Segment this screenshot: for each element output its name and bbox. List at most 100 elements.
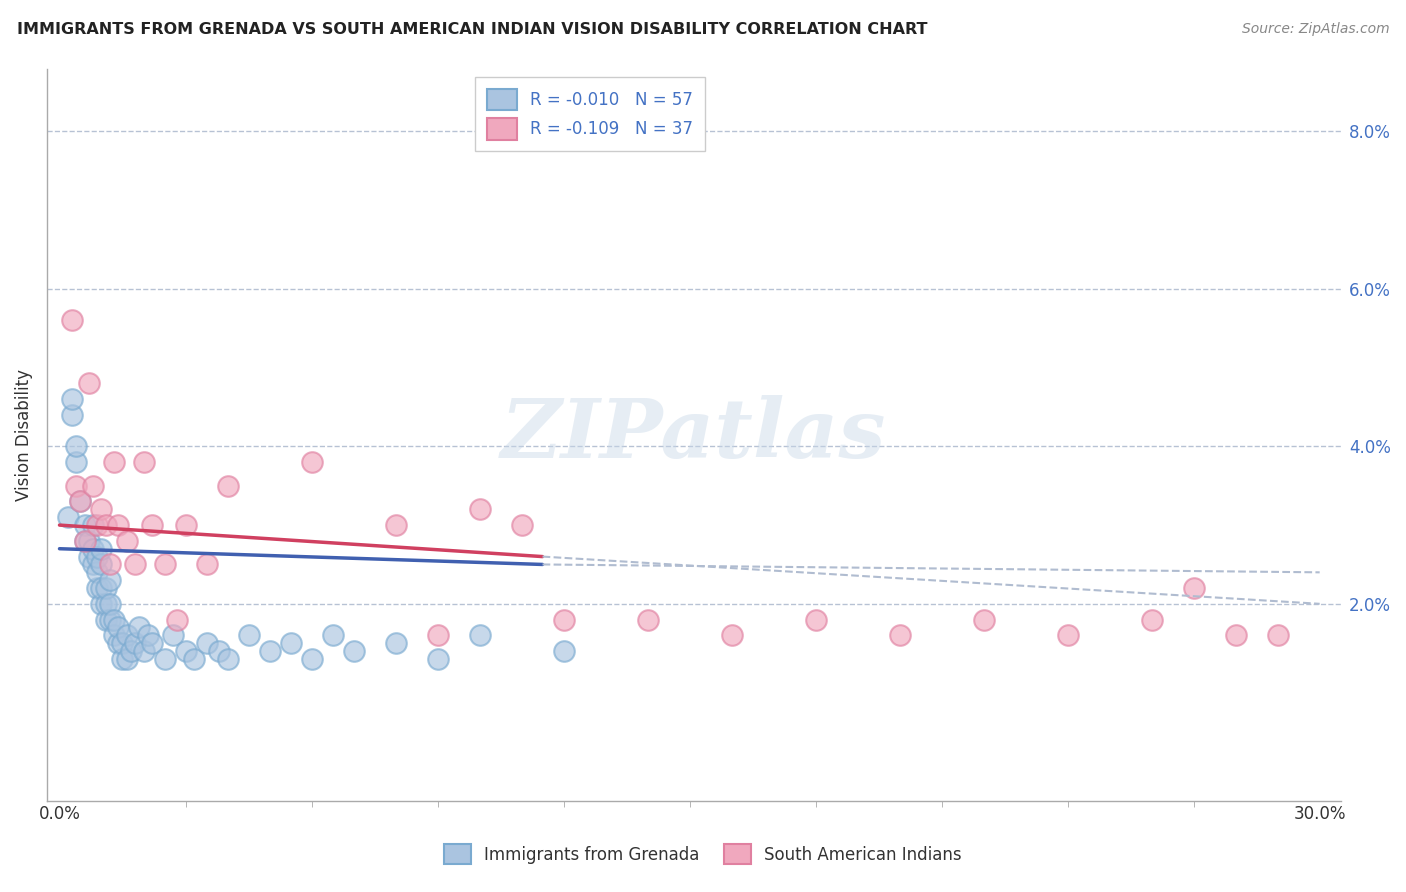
Point <box>153 558 176 572</box>
Point <box>217 479 239 493</box>
Point <box>82 558 104 572</box>
Point <box>82 541 104 556</box>
Point <box>132 455 155 469</box>
Point <box>195 636 218 650</box>
Point <box>82 479 104 493</box>
Point <box>90 541 112 556</box>
Point <box>1140 613 1163 627</box>
Point <box>322 628 344 642</box>
Point <box>136 628 159 642</box>
Point <box>889 628 911 642</box>
Y-axis label: Vision Disability: Vision Disability <box>15 368 32 500</box>
Point <box>94 597 117 611</box>
Point <box>98 573 121 587</box>
Point <box>720 628 742 642</box>
Point <box>132 644 155 658</box>
Point <box>183 652 205 666</box>
Point <box>468 628 491 642</box>
Point <box>342 644 364 658</box>
Point <box>98 597 121 611</box>
Point <box>115 628 138 642</box>
Point <box>1182 581 1205 595</box>
Point <box>60 392 83 406</box>
Point <box>111 652 134 666</box>
Point <box>60 408 83 422</box>
Point <box>973 613 995 627</box>
Point <box>174 518 197 533</box>
Point <box>103 613 125 627</box>
Point <box>86 518 108 533</box>
Point <box>1225 628 1247 642</box>
Point <box>280 636 302 650</box>
Point <box>166 613 188 627</box>
Point <box>103 455 125 469</box>
Point <box>98 558 121 572</box>
Point <box>90 558 112 572</box>
Point <box>1056 628 1078 642</box>
Point <box>141 636 163 650</box>
Point <box>195 558 218 572</box>
Point <box>77 376 100 391</box>
Point <box>82 518 104 533</box>
Point <box>426 652 449 666</box>
Legend: R = -0.010   N = 57, R = -0.109   N = 37: R = -0.010 N = 57, R = -0.109 N = 37 <box>475 77 704 152</box>
Point <box>510 518 533 533</box>
Point <box>384 518 406 533</box>
Point <box>162 628 184 642</box>
Point <box>259 644 281 658</box>
Point <box>90 502 112 516</box>
Point <box>65 439 87 453</box>
Point <box>384 636 406 650</box>
Point <box>804 613 827 627</box>
Point <box>301 455 323 469</box>
Point <box>208 644 231 658</box>
Legend: Immigrants from Grenada, South American Indians: Immigrants from Grenada, South American … <box>437 838 969 871</box>
Point <box>94 613 117 627</box>
Point <box>94 518 117 533</box>
Point <box>73 533 96 548</box>
Point <box>69 494 91 508</box>
Point <box>115 533 138 548</box>
Point <box>86 581 108 595</box>
Point <box>426 628 449 642</box>
Point <box>94 581 117 595</box>
Point <box>124 636 146 650</box>
Point <box>468 502 491 516</box>
Point <box>111 636 134 650</box>
Point <box>73 533 96 548</box>
Text: IMMIGRANTS FROM GRENADA VS SOUTH AMERICAN INDIAN VISION DISABILITY CORRELATION C: IMMIGRANTS FROM GRENADA VS SOUTH AMERICA… <box>17 22 928 37</box>
Point <box>56 510 79 524</box>
Point <box>174 644 197 658</box>
Text: ZIPatlas: ZIPatlas <box>501 394 887 475</box>
Point <box>73 518 96 533</box>
Point <box>120 644 142 658</box>
Point <box>98 613 121 627</box>
Point <box>128 620 150 634</box>
Point <box>77 533 100 548</box>
Point <box>153 652 176 666</box>
Point <box>90 581 112 595</box>
Point <box>1267 628 1289 642</box>
Point <box>115 652 138 666</box>
Point <box>86 566 108 580</box>
Point <box>90 597 112 611</box>
Point <box>553 644 575 658</box>
Point <box>103 628 125 642</box>
Point <box>238 628 260 642</box>
Point <box>77 549 100 564</box>
Point <box>107 518 129 533</box>
Point <box>553 613 575 627</box>
Point <box>141 518 163 533</box>
Point <box>301 652 323 666</box>
Point <box>107 636 129 650</box>
Point <box>60 313 83 327</box>
Point <box>69 494 91 508</box>
Point <box>217 652 239 666</box>
Text: Source: ZipAtlas.com: Source: ZipAtlas.com <box>1241 22 1389 37</box>
Point <box>107 620 129 634</box>
Point <box>65 479 87 493</box>
Point <box>637 613 659 627</box>
Point <box>65 455 87 469</box>
Point <box>124 558 146 572</box>
Point <box>86 549 108 564</box>
